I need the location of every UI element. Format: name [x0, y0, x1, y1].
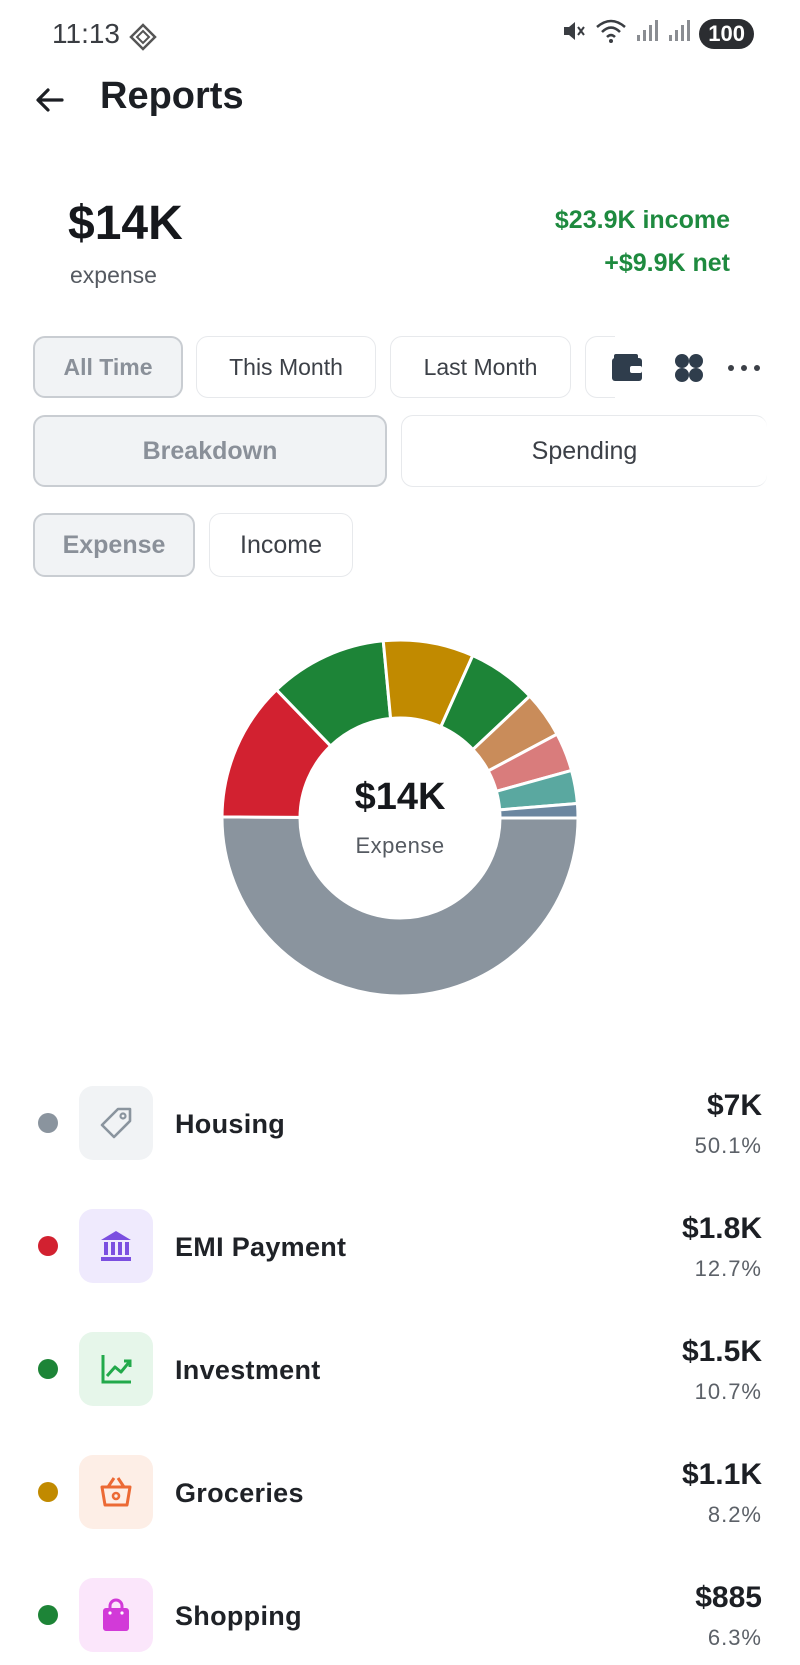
- tab-breakdown[interactable]: Breakdown: [33, 415, 387, 487]
- category-percent: 50.1%: [694, 1133, 762, 1158]
- category-row[interactable]: Investment $1.5K 10.7%: [0, 1319, 800, 1419]
- category-row[interactable]: Housing $7K 50.1%: [0, 1073, 800, 1173]
- category-amount: $7K: [706, 1089, 762, 1122]
- category-row[interactable]: Groceries $1.1K 8.2%: [0, 1442, 800, 1542]
- filter-last-month[interactable]: Last Month: [390, 336, 571, 398]
- category-amount: $1.1K: [681, 1458, 762, 1491]
- back-button[interactable]: [28, 78, 72, 122]
- category-row[interactable]: EMI Payment $1.8K 12.7%: [0, 1196, 800, 1296]
- filter-all-time[interactable]: All Time: [33, 336, 183, 398]
- more-horizontal-icon: [728, 365, 760, 371]
- category-amount: $1.5K: [681, 1335, 762, 1368]
- app-notification-icon: [128, 22, 158, 57]
- category-row[interactable]: Shopping $885 6.3%: [0, 1565, 800, 1665]
- basket-icon: [79, 1455, 153, 1529]
- battery-indicator: 100: [699, 18, 754, 49]
- grid-icon: [675, 354, 703, 382]
- filter-overflow-chip[interactable]: [585, 336, 615, 398]
- category-color-dot: [38, 1359, 58, 1379]
- donut-center-label: Expense: [355, 833, 445, 858]
- donut-slice: [220, 815, 580, 998]
- category-name: Groceries: [175, 1478, 304, 1508]
- tag-icon: [79, 1086, 153, 1160]
- more-options-button[interactable]: [724, 346, 764, 390]
- tab-expense[interactable]: Expense: [33, 513, 195, 577]
- category-name: EMI Payment: [175, 1232, 347, 1262]
- filter-this-month[interactable]: This Month: [196, 336, 376, 398]
- category-name: Investment: [175, 1355, 321, 1385]
- donut-center-amount: $14K: [354, 776, 446, 818]
- category-amount: $885: [695, 1581, 762, 1614]
- bank-icon: [79, 1209, 153, 1283]
- category-percent: 6.3%: [707, 1625, 762, 1650]
- category-color-dot: [38, 1605, 58, 1625]
- shopping-bag-icon: [79, 1578, 153, 1652]
- category-amount: $1.8K: [681, 1212, 762, 1245]
- category-color-dot: [38, 1236, 58, 1256]
- category-name: Housing: [175, 1109, 286, 1139]
- tab-income[interactable]: Income: [209, 513, 353, 577]
- expense-label: expense: [70, 262, 157, 288]
- wallet-button[interactable]: [605, 346, 649, 390]
- category-color-dot: [38, 1482, 58, 1502]
- wifi-icon: [595, 18, 627, 49]
- category-name: Shopping: [175, 1601, 302, 1631]
- page-title: Reports: [100, 75, 244, 117]
- arrow-left-icon: [36, 88, 64, 112]
- signal-icon: [635, 19, 659, 48]
- status-time: 11:13: [52, 18, 120, 49]
- category-percent: 10.7%: [694, 1379, 762, 1404]
- category-percent: 12.7%: [694, 1256, 762, 1281]
- mute-icon: [561, 18, 587, 49]
- status-icons: 100: [561, 18, 754, 49]
- trend-up-icon: [79, 1332, 153, 1406]
- wallet-icon: [612, 354, 642, 381]
- category-percent: 8.2%: [707, 1502, 762, 1527]
- income-total: $23.9K income: [554, 206, 730, 234]
- net-total: +$9.9K net: [604, 249, 730, 277]
- categories-view-button[interactable]: [667, 346, 711, 390]
- tab-spending[interactable]: Spending: [401, 415, 767, 487]
- expense-total: $14K: [68, 197, 183, 250]
- expense-donut-chart: [220, 638, 580, 998]
- category-color-dot: [38, 1113, 58, 1133]
- signal-icon: [667, 19, 691, 48]
- donut-slice: [498, 801, 580, 820]
